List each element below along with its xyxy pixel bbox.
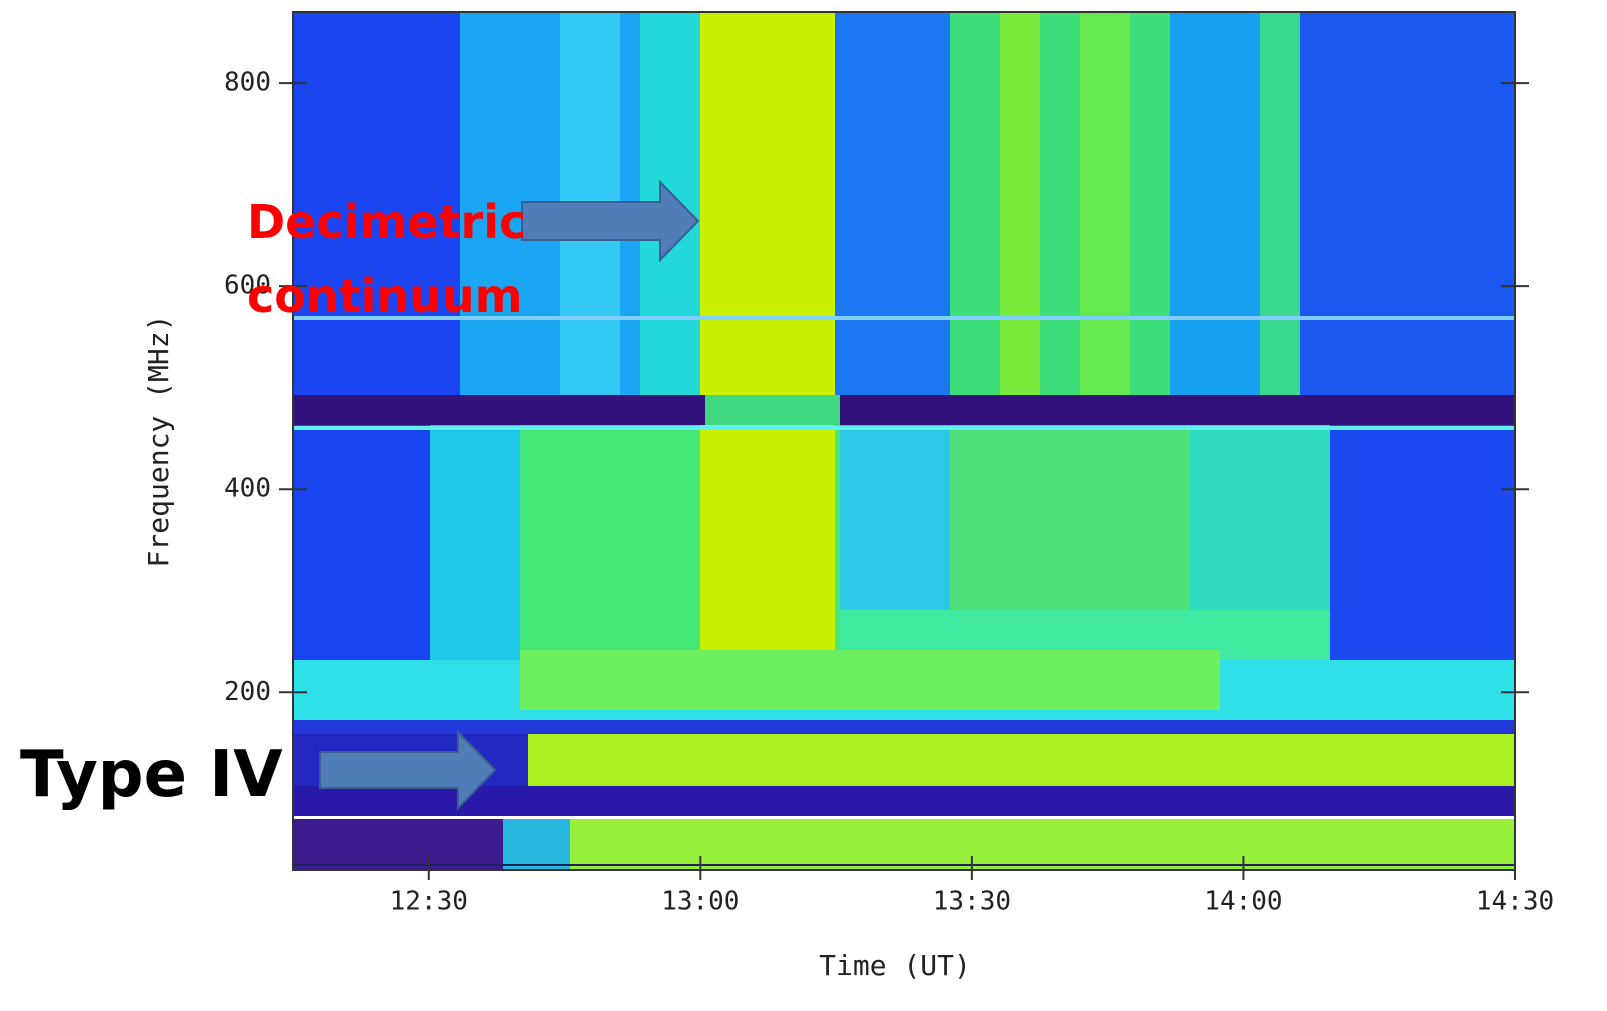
y-tick-label: 600 [224,271,271,301]
spectrogram-image [293,12,1515,870]
x-tick-label: 14:00 [1204,887,1282,917]
x-tick-label: 14:30 [1476,887,1554,917]
spectrum-band [293,316,1515,320]
spectrum-band [293,818,503,870]
spectrum-band [293,395,1515,425]
spectrum-band [705,395,840,425]
spectrum-band [700,12,835,652]
y-tick-label: 800 [224,68,271,98]
plot-frame [292,11,1516,871]
annotation: Decimetric [247,195,526,249]
x-axis-label: Time (UT) [819,949,971,982]
y-tick-label: 400 [224,474,271,504]
spectrum-band [1330,425,1515,665]
spectrum-band [293,786,1515,816]
arrow [521,179,700,263]
spectrum-band [293,720,1515,734]
arrow [319,729,497,811]
annotation: Type IV [20,738,283,812]
annotation: continuum [247,269,523,323]
y-tick-label: 200 [224,677,271,707]
spectrum-band [430,425,520,665]
spectrum-band [293,426,1515,430]
spectrum-band [520,650,1220,710]
spectrum-band [293,864,1515,866]
x-tick-label: 13:30 [933,887,1011,917]
x-tick-label: 13:00 [661,887,739,917]
spectrum-band [503,818,570,870]
axes: 200 400 600 800 12:30 13:00 13:30 14:00 14:30 [224,68,1554,917]
y-axis-label: Frequency (MHz) [142,315,175,568]
spectrum-band [293,816,1515,819]
annotations: Decimetric continuum Type IV [20,195,526,812]
x-tick-label: 12:30 [390,887,468,917]
